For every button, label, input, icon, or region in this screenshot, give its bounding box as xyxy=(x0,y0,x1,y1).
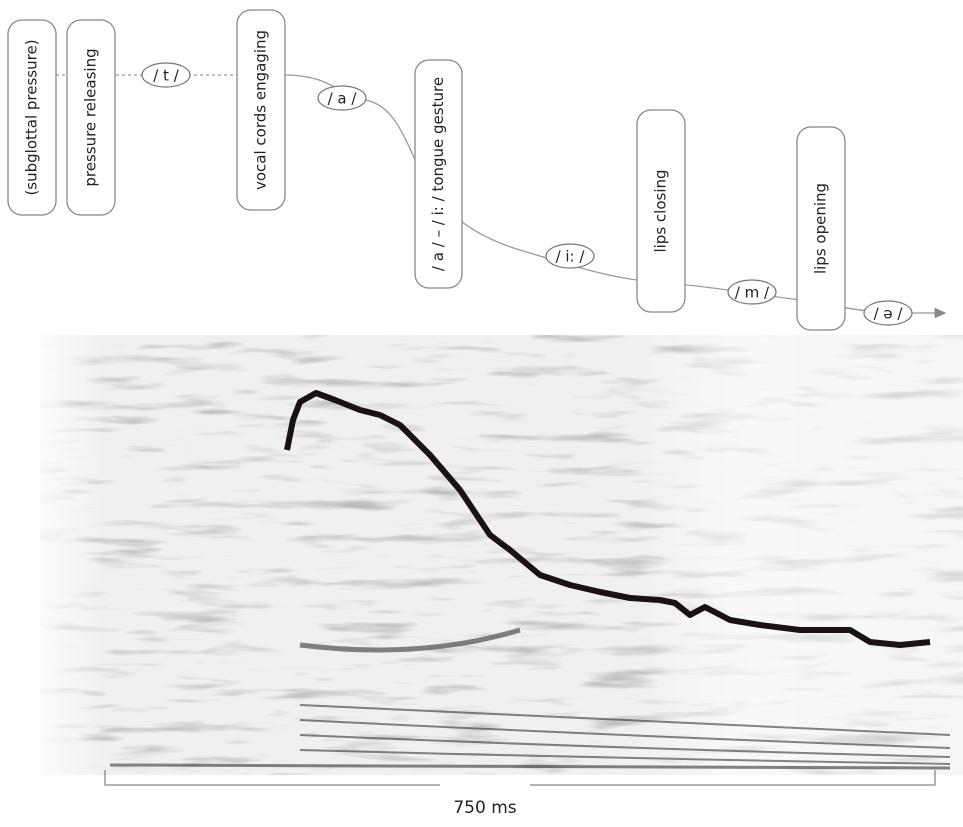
gesture-label: lips opening xyxy=(812,183,830,274)
gestures: (subglottal pressure) pressure releasing v… xyxy=(8,10,845,330)
spectrogram xyxy=(40,335,963,775)
scale-label: 750 ms xyxy=(453,798,516,818)
phoneme-label: / a / xyxy=(328,90,358,108)
phoneme-label: / i: / xyxy=(556,248,586,266)
gesture-label: / a / – / i: / tongue gesture xyxy=(429,77,447,271)
gesture-label: lips closing xyxy=(652,169,670,252)
gesture-label: vocal cords engaging xyxy=(252,30,270,190)
phoneme-label: / m / xyxy=(735,284,770,302)
diagram: 750 ms (subglottal pressure) pressure rel… xyxy=(0,0,963,827)
gesture-curve xyxy=(285,75,945,313)
phoneme-label: / t / xyxy=(153,67,179,85)
gesture-label: (subglottal pressure) xyxy=(23,39,41,195)
gesture-label: pressure releasing xyxy=(82,48,100,186)
phoneme-label: / ə / xyxy=(874,305,904,323)
